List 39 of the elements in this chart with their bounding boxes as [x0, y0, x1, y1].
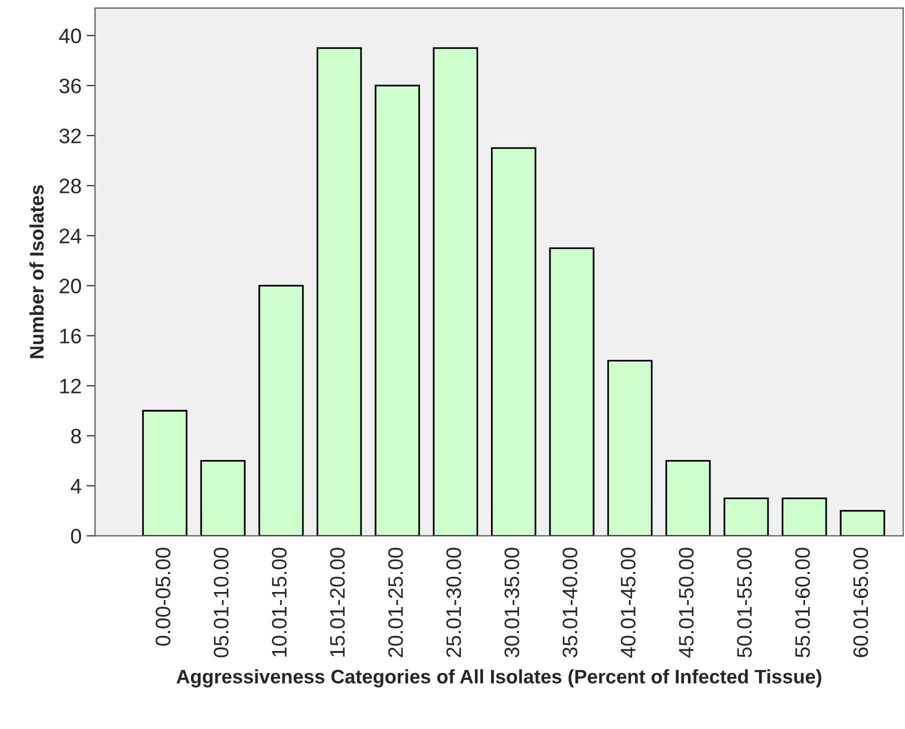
x-tick-label: 10.01-15.00 [272, 548, 287, 657]
x-tick-label: 05.01-10.00 [214, 548, 229, 658]
y-tick-label: 32 [59, 128, 81, 144]
bar [432, 47, 478, 536]
bar [724, 497, 769, 536]
y-tick-label: 28 [60, 178, 81, 194]
bar [316, 47, 362, 536]
bar [142, 410, 188, 536]
bar [607, 360, 653, 536]
x-tick-label: 40.01-45.00 [620, 548, 636, 658]
bar [782, 497, 827, 536]
x-tick-label: 60.01-65.00 [853, 548, 868, 658]
bar [840, 510, 886, 536]
y-tick-label: 24 [60, 228, 82, 244]
y-tick-label: 4 [70, 479, 82, 494]
x-tick-label: 35.01-40.00 [562, 548, 578, 658]
y-axis-title: Number of Isolates [29, 185, 44, 358]
bar [549, 247, 594, 536]
y-tick-label: 8 [71, 428, 81, 444]
bar [258, 284, 304, 536]
x-tick-label: 25.01-30.00 [446, 548, 462, 658]
y-tick-label: 20 [60, 278, 82, 294]
y-tick-label: 0 [71, 528, 82, 544]
y-tick-label: 36 [59, 78, 81, 94]
y-tick-label: 16 [60, 328, 81, 344]
bar [200, 460, 246, 536]
x-tick-label: 30.01-35.00 [504, 548, 520, 658]
x-tick-label: 50.01-55.00 [737, 548, 752, 658]
x-tick-label: 15.01-20.00 [330, 548, 345, 657]
x-tick-label: 20.01-25.00 [388, 548, 403, 658]
y-tick-label: 12 [60, 378, 81, 394]
x-tick-label: 45.01-50.00 [678, 548, 694, 658]
x-tick-label: 55.01-60.00 [795, 548, 810, 658]
y-tick-label: 40 [59, 28, 82, 44]
x-axis-title: Aggressiveness Categories of All Isolates (Percent of Infected Tissue) [176, 669, 822, 688]
bar [665, 460, 711, 536]
x-tick-label: 0.00-05.00 [156, 548, 170, 646]
bar [491, 147, 536, 536]
bar [374, 84, 420, 536]
